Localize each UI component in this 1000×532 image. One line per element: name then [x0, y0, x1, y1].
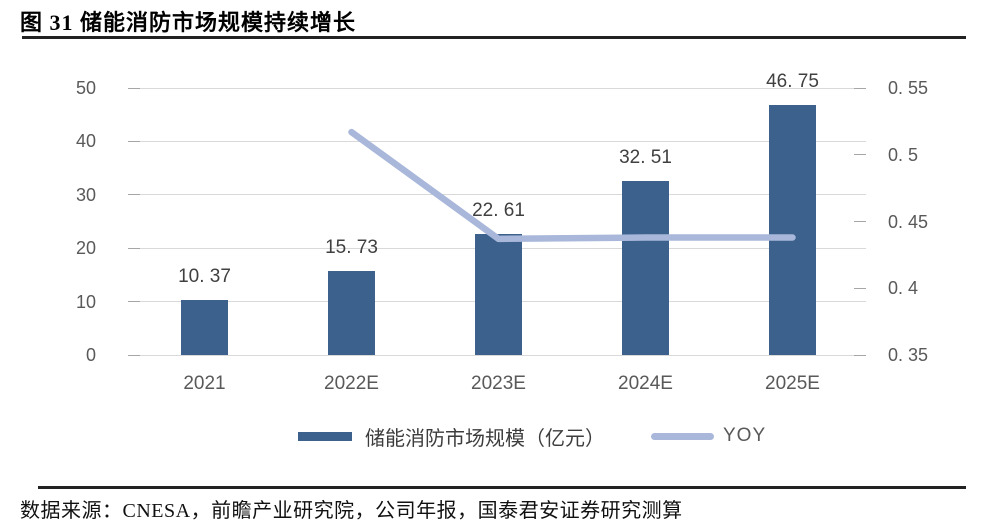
right-axis-tick-label: 0. 45	[888, 211, 929, 232]
title-rule	[22, 36, 966, 39]
left-axis-tick-label: 50	[75, 78, 96, 98]
left-axis-tick	[128, 87, 140, 89]
figure-title: 图 31 储能消防市场规模持续增长	[20, 10, 357, 35]
gridline	[131, 140, 866, 142]
legend: 储能消防市场规模（亿元） YOY	[298, 423, 767, 450]
bar-value-label: 46. 75	[766, 71, 819, 93]
right-axis-tick	[854, 287, 866, 289]
left-axis-tick	[128, 140, 140, 142]
bar-value-label: 15. 73	[325, 237, 378, 258]
bar-value-label: 22. 61	[472, 200, 525, 222]
left-axis-tick	[128, 301, 140, 303]
gridline	[131, 87, 866, 89]
right-axis-tick	[854, 354, 866, 356]
bar-2025E	[769, 105, 816, 355]
footer-rule	[38, 486, 966, 489]
right-axis-tick-label: 0. 35	[888, 345, 929, 365]
x-axis-label-2022E: 2022E	[324, 373, 379, 394]
right-axis-tick-label: 0. 5	[888, 144, 919, 165]
left-axis-tick-label: 30	[75, 184, 96, 205]
left-axis-tick	[128, 247, 140, 249]
right-axis-tick	[854, 154, 866, 156]
x-axis-label-2023E: 2023E	[471, 373, 526, 394]
bar-2024E	[622, 181, 669, 355]
legend-line-swatch	[651, 432, 714, 440]
left-axis-tick	[128, 354, 140, 356]
x-axis-label-2021: 2021	[183, 373, 226, 394]
left-axis-tick-label: 20	[75, 238, 96, 259]
legend-bar-swatch	[298, 431, 352, 441]
right-axis-tick-label: 0. 4	[888, 278, 919, 299]
left-axis-tick	[128, 194, 140, 196]
bar-2021	[181, 299, 228, 355]
right-axis-tick	[854, 87, 866, 89]
gridline	[131, 194, 866, 196]
bar-2023E	[475, 234, 522, 355]
legend-line-label: YOY	[723, 425, 767, 446]
left-axis-tick-label: 40	[75, 131, 96, 152]
left-axis-tick-label: 0	[85, 345, 96, 365]
bar-value-label: 10. 37	[178, 265, 231, 287]
right-axis-tick-label: 0. 55	[888, 78, 929, 98]
right-axis-tick	[854, 221, 866, 222]
x-axis-label-2024E: 2024E	[618, 373, 673, 394]
bar-value-label: 32. 51	[619, 147, 672, 169]
source-note: 数据来源：CNESA，前瞻产业研究院，公司年报，国泰君安证券研究测算	[20, 500, 683, 522]
left-axis-tick-label: 10	[75, 291, 96, 312]
gridline	[131, 354, 866, 356]
bar-2022E	[328, 271, 375, 355]
legend-bar-label: 储能消防市场规模（亿元）	[365, 427, 605, 450]
x-axis-label-2025E: 2025E	[765, 373, 820, 394]
